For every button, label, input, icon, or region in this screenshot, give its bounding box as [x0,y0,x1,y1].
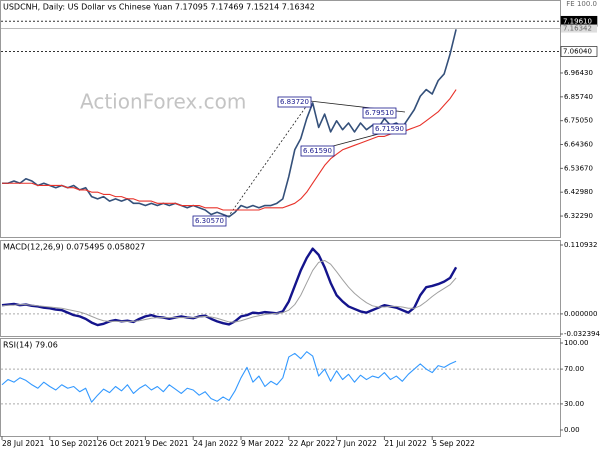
y-tick-label: 0.110932 [564,241,597,249]
last-price-box [561,24,597,33]
level-label: 7.19610 [563,17,592,25]
series-line [1,351,457,403]
chart-title: USDCNH, Daily: US Dollar vs Chinese Yuan… [3,3,315,12]
y-tick-label: 6.53670 [564,164,593,172]
annotation-box [300,145,335,157]
signal-line [1,259,457,323]
y-tick-label: 6.42980 [564,188,593,196]
annotation-box [192,215,227,227]
macd-panel [0,240,561,337]
rsi-panel [0,338,561,437]
x-tick-label: 9 Dec 2021 [145,439,188,448]
annotation-box [372,123,407,135]
level-label: 7.06040 [563,48,592,56]
annotation: 6.79510 [365,109,394,117]
annotation: 6.83720 [280,98,309,106]
rsi-title: RSI(14) 79.06 [3,341,58,350]
x-tick-label: 5 Sep 2022 [432,439,475,448]
y-tick-label: 0.000000 [564,310,597,318]
y-tick-label: 30.00 [564,400,584,408]
y-tick-label: 6.85740 [564,93,593,101]
x-tick-label: 22 Apr 2022 [289,439,336,448]
annotation: 6.71590 [375,125,404,133]
x-tick-label: 24 Jan 2022 [193,439,238,448]
y-tick-label: 0.00 [564,426,580,434]
x-tick-label: 26 Oct 2021 [98,439,145,448]
y-tick-label: 70.00 [564,365,584,373]
y-tick-label: 6.64360 [564,141,593,149]
annotation-box [362,107,397,119]
y-tick-label: 6.96430 [564,69,593,77]
y-tick-label: 6.75050 [564,117,593,125]
x-tick-label: 9 Mar 2022 [241,439,284,448]
series-line [2,89,457,211]
x-tick-label: 10 Sep 2021 [50,439,98,448]
x-tick-label: 7 Jun 2022 [337,439,378,448]
macd-title: MACD(12,26,9) 0.075495 0.058027 [3,243,145,252]
last-price-label: 7.16342 [563,25,592,33]
annotation-box [277,96,312,108]
y-tick-label: 6.32290 [564,212,593,220]
x-tick-label: 28 Jul 2021 [2,439,45,448]
annotation: 6.61590 [303,147,332,155]
y-tick-label: 100.00 [564,339,589,347]
annotation: 6.30570 [195,217,224,225]
level-label-box [560,46,598,57]
watermark: ActionForex.com [80,90,246,114]
y-tick-label: -0.032394 [564,330,600,338]
price-panel [0,0,561,238]
corner-label: FE 100.0 [566,0,597,8]
x-tick-label: 21 Jul 2022 [384,439,427,448]
